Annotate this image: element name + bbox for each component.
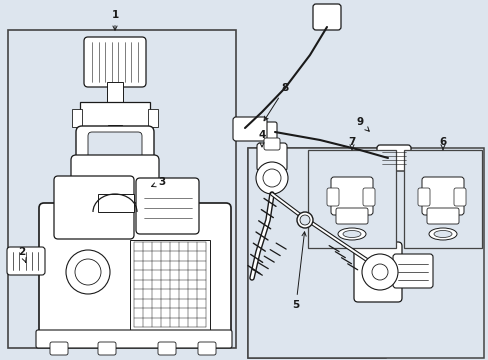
FancyBboxPatch shape <box>76 126 154 166</box>
Circle shape <box>263 169 281 187</box>
Text: 9: 9 <box>356 117 368 131</box>
Bar <box>107 82 123 102</box>
FancyBboxPatch shape <box>136 178 199 234</box>
FancyBboxPatch shape <box>335 208 367 224</box>
Text: 4: 4 <box>258 130 265 147</box>
Ellipse shape <box>433 230 451 238</box>
Text: 7: 7 <box>347 137 355 150</box>
Bar <box>72 109 82 127</box>
FancyBboxPatch shape <box>392 254 432 288</box>
Ellipse shape <box>337 228 365 240</box>
Bar <box>148 109 158 127</box>
FancyBboxPatch shape <box>417 188 429 206</box>
Circle shape <box>296 212 312 228</box>
FancyBboxPatch shape <box>353 242 401 302</box>
Text: 3: 3 <box>151 177 165 187</box>
FancyBboxPatch shape <box>243 122 276 140</box>
FancyBboxPatch shape <box>98 342 116 355</box>
Circle shape <box>371 264 387 280</box>
Bar <box>403 150 481 248</box>
Bar <box>108 125 122 135</box>
FancyBboxPatch shape <box>84 37 146 87</box>
FancyBboxPatch shape <box>421 177 463 215</box>
FancyBboxPatch shape <box>453 188 465 206</box>
Circle shape <box>361 254 397 290</box>
Text: 5: 5 <box>292 232 305 310</box>
Circle shape <box>75 259 101 285</box>
Circle shape <box>66 250 110 294</box>
FancyBboxPatch shape <box>54 176 134 239</box>
FancyBboxPatch shape <box>39 203 230 343</box>
Bar <box>307 150 395 248</box>
FancyBboxPatch shape <box>312 4 340 30</box>
Bar <box>98 194 134 212</box>
FancyBboxPatch shape <box>7 247 45 275</box>
FancyBboxPatch shape <box>158 342 176 355</box>
Circle shape <box>256 162 287 194</box>
Ellipse shape <box>342 230 360 238</box>
FancyBboxPatch shape <box>426 208 458 224</box>
Text: 1: 1 <box>111 10 119 30</box>
FancyBboxPatch shape <box>50 342 68 355</box>
FancyBboxPatch shape <box>71 155 159 217</box>
FancyBboxPatch shape <box>376 145 410 171</box>
FancyBboxPatch shape <box>257 143 286 171</box>
Text: 8: 8 <box>264 83 288 121</box>
FancyBboxPatch shape <box>330 177 372 215</box>
Bar <box>130 240 209 330</box>
Circle shape <box>299 215 309 225</box>
Ellipse shape <box>428 228 456 240</box>
FancyBboxPatch shape <box>362 188 374 206</box>
FancyBboxPatch shape <box>88 132 142 160</box>
FancyBboxPatch shape <box>264 138 280 150</box>
FancyBboxPatch shape <box>232 117 266 141</box>
Bar <box>247 148 385 358</box>
Text: 6: 6 <box>439 137 446 150</box>
FancyBboxPatch shape <box>326 188 338 206</box>
Bar <box>247 148 483 358</box>
Bar <box>8 30 236 348</box>
Text: 2: 2 <box>19 247 26 262</box>
FancyBboxPatch shape <box>36 330 231 348</box>
Bar <box>80 102 150 130</box>
FancyBboxPatch shape <box>198 342 216 355</box>
